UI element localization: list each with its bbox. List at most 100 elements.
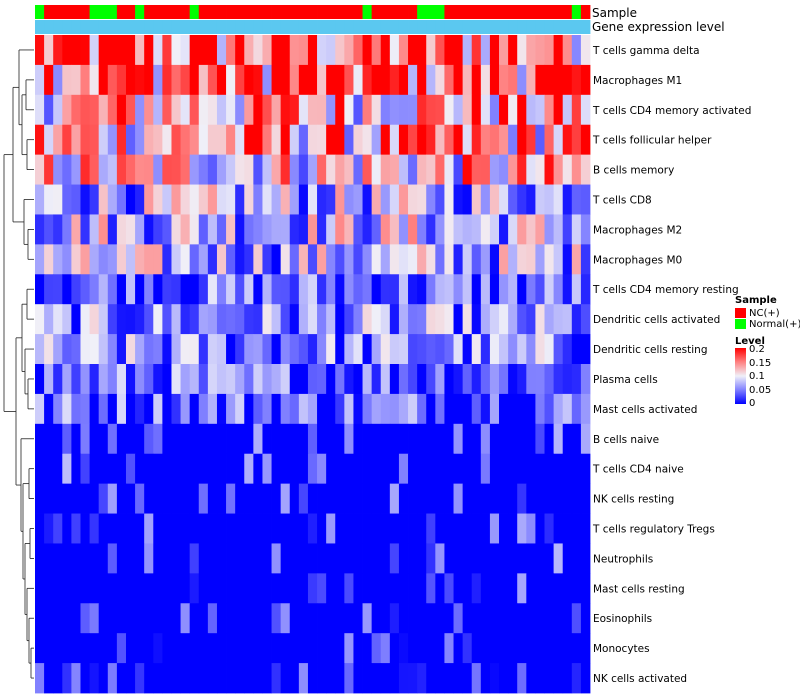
heatmap-cell (71, 304, 81, 335)
heatmap-cell (471, 274, 482, 305)
heatmap-cell (62, 334, 72, 365)
heatmap-cell (517, 94, 527, 126)
sample-annotation-cell (408, 5, 418, 19)
heatmap-cell (471, 184, 482, 215)
heatmap-cell (253, 184, 263, 215)
expression-annotation-cell (135, 20, 145, 34)
heatmap-cell (453, 124, 464, 156)
heatmap-cell (198, 543, 209, 574)
heatmap-cell (489, 35, 500, 66)
heatmap-cell (453, 274, 464, 305)
heatmap-cell (80, 423, 90, 455)
heatmap-cell (80, 603, 90, 634)
heatmap-cell (471, 483, 482, 514)
heatmap-cell (244, 64, 254, 96)
heatmap-cell (580, 453, 591, 485)
heatmap-cell (426, 334, 436, 365)
heatmap-cell (244, 304, 254, 335)
heatmap-cell (453, 94, 464, 126)
heatmap-cell (262, 633, 272, 664)
sample-annotation-cell (216, 5, 227, 19)
heatmap-cell (380, 304, 391, 335)
row-label: Dendritic cells activated (593, 314, 720, 326)
expression-annotation-cell (435, 20, 445, 34)
heatmap-cell (544, 304, 555, 335)
heatmap-cell (362, 603, 373, 634)
heatmap-cell (71, 393, 81, 425)
heatmap-cell (489, 274, 500, 305)
heatmap-cell (544, 154, 555, 185)
heatmap-cell (71, 483, 81, 514)
heatmap-cell (535, 214, 545, 245)
heatmap-cell (207, 573, 218, 604)
heatmap-cell (426, 483, 436, 514)
heatmap-cell (289, 573, 300, 604)
heatmap-cell (344, 154, 354, 185)
heatmap-cell (216, 334, 227, 365)
heatmap-cell (389, 573, 400, 604)
heatmap-cell (153, 35, 163, 66)
heatmap-cell (380, 94, 391, 126)
heatmap-cell (98, 124, 109, 156)
heatmap-cell (462, 94, 473, 126)
heatmap-cell (508, 364, 518, 395)
heatmap-cell (326, 274, 336, 305)
heatmap-cell (362, 483, 373, 514)
heatmap-cell (417, 633, 427, 664)
heatmap-cell (289, 274, 300, 305)
heatmap-cell (571, 663, 582, 694)
heatmap-cell (489, 124, 500, 156)
heatmap-cell (317, 214, 327, 245)
heatmap-cell (353, 274, 363, 305)
heatmap-cell (125, 35, 136, 66)
heatmap-cell (207, 35, 218, 66)
expression-annotation-cell (216, 20, 227, 34)
heatmap-cell (571, 543, 582, 574)
heatmap-cell (344, 513, 354, 544)
heatmap-cell (53, 214, 63, 245)
sample-annotation-cell (135, 5, 145, 19)
sample-annotation-cell (389, 5, 400, 19)
heatmap-cell (344, 364, 354, 395)
legend-nc-swatch (735, 308, 746, 318)
heatmap-cell (280, 663, 291, 694)
heatmap-cell (116, 184, 127, 215)
heatmap-cell (389, 154, 400, 185)
heatmap-cell (89, 35, 100, 66)
heatmap-cell (98, 214, 109, 245)
heatmap-cell (98, 573, 109, 604)
heatmap-cell (71, 364, 81, 395)
heatmap-cell (335, 663, 345, 694)
heatmap-cell (326, 633, 336, 664)
heatmap-cell (535, 633, 545, 664)
heatmap-cell (499, 274, 509, 305)
heatmap-cell (362, 184, 373, 215)
heatmap-cell (271, 543, 282, 574)
heatmap-cell (526, 453, 536, 485)
heatmap-cell (389, 244, 400, 275)
heatmap-cell (362, 393, 373, 425)
sample-annotation-cell (517, 5, 527, 19)
heatmap-cell (353, 483, 363, 514)
heatmap-cell (517, 513, 527, 544)
heatmap-cell (144, 603, 154, 634)
heatmap-cell (353, 663, 363, 694)
heatmap-cell (389, 64, 400, 96)
heatmap-cell (207, 244, 218, 275)
heatmap-cell (335, 453, 345, 485)
heatmap-cell (180, 94, 191, 126)
heatmap-cell (80, 364, 90, 395)
heatmap-cell (198, 483, 209, 514)
heatmap-cell (326, 154, 336, 185)
sample-annotation-cell (125, 5, 136, 19)
heatmap-cell (35, 214, 45, 245)
heatmap-cell (162, 124, 172, 156)
heatmap-cell (526, 603, 536, 634)
heatmap-cell (499, 573, 509, 604)
heatmap-cell (489, 64, 500, 96)
heatmap-cell (517, 573, 527, 604)
heatmap-cell (462, 274, 473, 305)
heatmap-cell (226, 214, 236, 245)
heatmap-cell (226, 483, 236, 514)
heatmap-cell (280, 603, 291, 634)
